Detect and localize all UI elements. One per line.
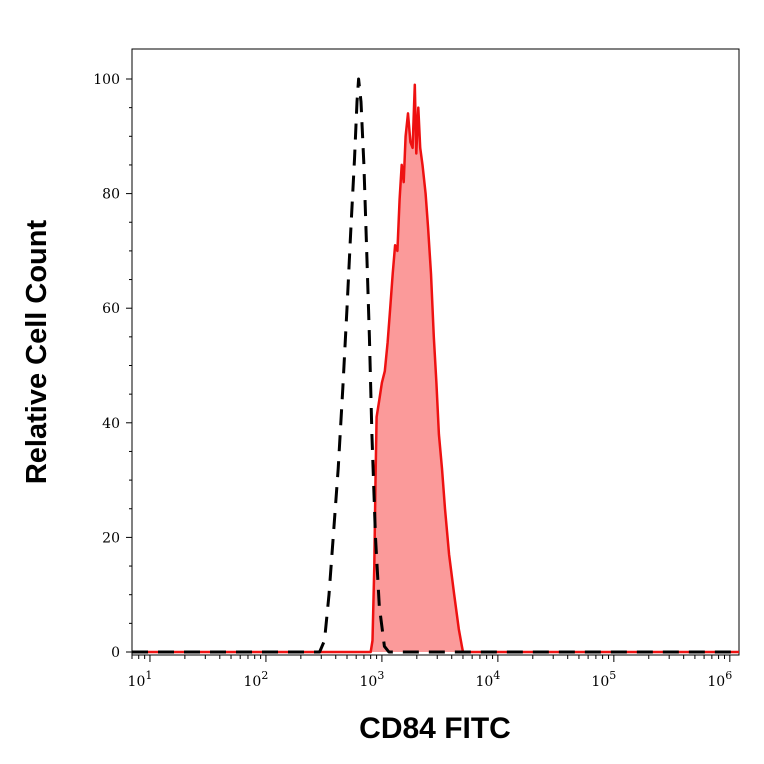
x-tick-label-3: 103 bbox=[359, 669, 384, 690]
plot-frame bbox=[131, 48, 740, 656]
x-axis-title: CD84 FITC bbox=[359, 712, 511, 745]
x-tick-label-1: 101 bbox=[128, 669, 153, 690]
y-tick-label-60: 60 bbox=[102, 301, 120, 317]
x-tick-label-2: 102 bbox=[244, 669, 269, 690]
y-tick-label-80: 80 bbox=[102, 187, 120, 203]
series-0-line bbox=[132, 77, 739, 654]
y-axis: 0 20 40 60 80 100 bbox=[93, 72, 132, 661]
y-tick-label-20: 20 bbox=[102, 530, 120, 546]
series-1-line bbox=[132, 83, 739, 654]
x-axis: 101 102 103 104 105 106 bbox=[128, 655, 732, 690]
chart-marks bbox=[132, 77, 739, 654]
y-tick-label-40: 40 bbox=[102, 416, 120, 432]
y-axis-title: Relative Cell Count bbox=[21, 220, 53, 485]
x-tick-label-4: 104 bbox=[475, 669, 500, 690]
y-tick-label-100: 100 bbox=[93, 72, 120, 88]
y-tick-label-0: 0 bbox=[111, 645, 120, 661]
x-tick-label-6: 106 bbox=[707, 669, 732, 690]
x-tick-label-5: 105 bbox=[591, 669, 616, 690]
